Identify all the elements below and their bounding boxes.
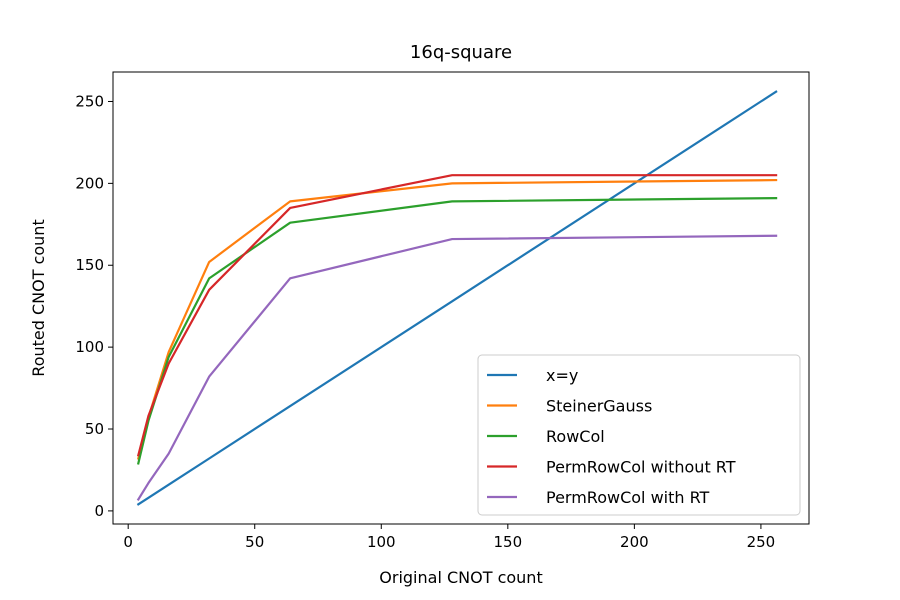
legend: x=y SteinerGauss RowCol PermRowCol without … (477, 354, 801, 516)
legend-label: RowCol (546, 427, 605, 446)
series-line-permrowcol-with-rt (136, 234, 778, 501)
y-tick-label: 0 (94, 502, 104, 520)
x-tick-label: 50 (245, 533, 264, 551)
x-tick-label: 150 (494, 533, 523, 551)
plot-frame (112, 71, 810, 525)
y-tick-label: 50 (85, 420, 104, 438)
chart-title: 16q-square (410, 42, 512, 63)
legend-label: PermRowCol with RT (546, 488, 710, 507)
legend-box (477, 354, 801, 516)
series-line-x-y (136, 90, 778, 506)
legend-label: x=y (546, 366, 578, 385)
x-tick-label: 200 (620, 533, 649, 551)
legend-label: PermRowCol without RT (546, 458, 736, 477)
y-tick-label: 250 (75, 92, 104, 110)
x-axis-label: Original CNOT count (379, 568, 542, 587)
x-tick-label: 100 (367, 533, 396, 551)
y-tick-label: 200 (75, 174, 104, 192)
y-tick-label: 100 (75, 338, 104, 356)
x-tick-label: 0 (123, 533, 133, 551)
legend-label: SteinerGauss (546, 397, 652, 416)
series-line-rowcol (136, 196, 778, 465)
plot-area (136, 90, 778, 506)
x-tick-label: 250 (747, 533, 776, 551)
y-tick-label: 150 (75, 256, 104, 274)
series-line-permrowcol-without-rt (136, 174, 778, 457)
y-axis: 0 50 100 150 200 250 (75, 92, 113, 520)
x-axis: 0 50 100 150 200 250 (123, 524, 775, 551)
y-axis-label: Routed CNOT count (29, 219, 48, 376)
